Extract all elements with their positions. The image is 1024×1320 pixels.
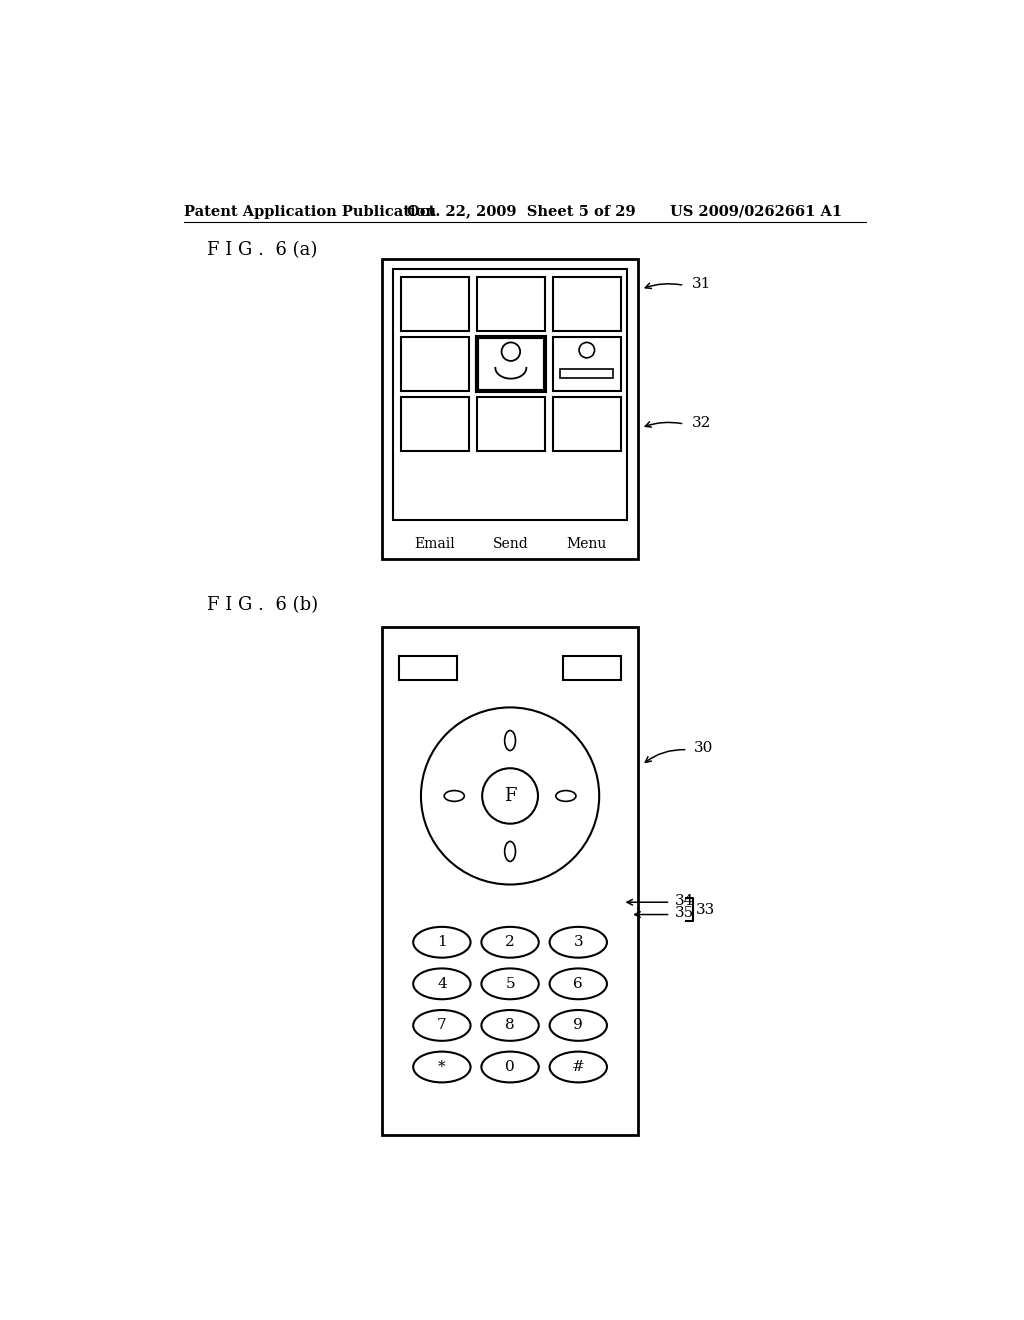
Text: #: # [571, 1060, 585, 1074]
Text: 30: 30 [693, 742, 713, 755]
Ellipse shape [481, 927, 539, 958]
Text: Oct. 22, 2009  Sheet 5 of 29: Oct. 22, 2009 Sheet 5 of 29 [407, 205, 636, 219]
Text: 5: 5 [505, 977, 515, 991]
Ellipse shape [505, 841, 515, 862]
Circle shape [579, 342, 595, 358]
Ellipse shape [444, 791, 464, 801]
Bar [400, 277, 469, 331]
Text: Email: Email [415, 537, 456, 552]
Bar [553, 397, 621, 451]
Text: 6: 6 [573, 977, 583, 991]
Bar [477, 277, 545, 331]
Ellipse shape [505, 730, 515, 751]
Ellipse shape [481, 1052, 539, 1082]
Circle shape [482, 768, 538, 824]
Ellipse shape [550, 1052, 607, 1082]
Text: 1: 1 [437, 936, 446, 949]
Bar [400, 337, 469, 391]
Circle shape [502, 342, 520, 360]
Text: US 2009/0262661 A1: US 2009/0262661 A1 [671, 205, 843, 219]
Ellipse shape [481, 1010, 539, 1040]
Bar [563, 656, 621, 681]
Text: 9: 9 [573, 1019, 583, 1032]
Ellipse shape [414, 927, 471, 958]
Bar [400, 397, 469, 451]
Text: Send: Send [493, 537, 528, 552]
Text: 0: 0 [505, 1060, 515, 1074]
Circle shape [421, 708, 599, 884]
Ellipse shape [414, 1010, 471, 1040]
Ellipse shape [550, 969, 607, 999]
Ellipse shape [414, 969, 471, 999]
Text: 3: 3 [573, 936, 583, 949]
Text: 4: 4 [437, 977, 446, 991]
Text: *: * [438, 1060, 445, 1074]
Bar [399, 656, 458, 681]
Ellipse shape [481, 969, 539, 999]
Text: F I G .  6 (a): F I G . 6 (a) [207, 242, 317, 260]
Ellipse shape [550, 1010, 607, 1040]
Text: 32: 32 [692, 416, 712, 429]
Text: F I G .  6 (b): F I G . 6 (b) [207, 595, 318, 614]
Ellipse shape [550, 927, 607, 958]
Bar [477, 337, 545, 391]
Bar [477, 397, 545, 451]
Bar [382, 259, 638, 558]
Ellipse shape [556, 791, 575, 801]
Text: 2: 2 [505, 936, 515, 949]
Text: 31: 31 [692, 277, 712, 290]
Bar [393, 269, 627, 520]
Text: 33: 33 [696, 903, 716, 916]
Bar [553, 277, 621, 331]
Text: 34: 34 [675, 894, 694, 908]
Bar [560, 368, 613, 378]
Bar [553, 337, 621, 391]
Ellipse shape [414, 1052, 471, 1082]
Text: 8: 8 [505, 1019, 515, 1032]
Bar [382, 627, 638, 1135]
Text: Patent Application Publication: Patent Application Publication [183, 205, 436, 219]
Text: 35: 35 [675, 906, 694, 920]
Text: F: F [504, 787, 516, 805]
Text: Menu: Menu [566, 537, 607, 552]
Text: 7: 7 [437, 1019, 446, 1032]
